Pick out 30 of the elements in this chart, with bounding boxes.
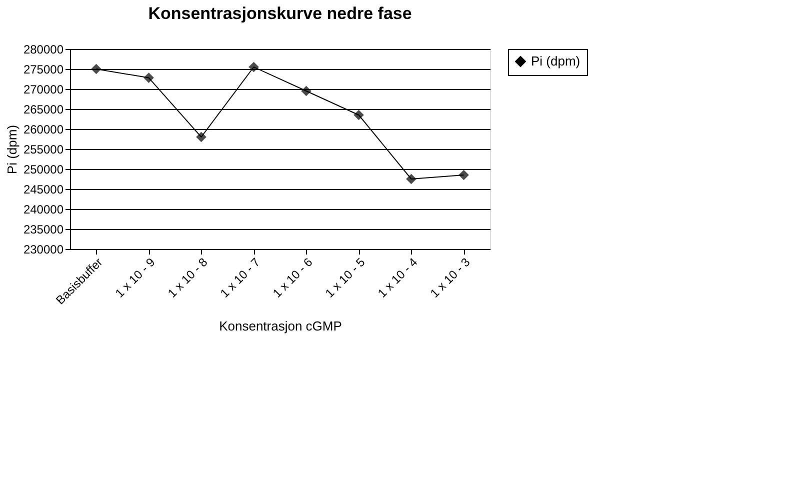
y-tick-label: 280000 [23,42,64,56]
y-tick-label: 230000 [23,242,64,256]
point [91,64,102,74]
y-tick-label: 235000 [23,222,64,236]
point [196,132,206,142]
chart-title: Konsentrasjonskurve nedre fase [148,4,412,23]
x-tick-label: 1 x 10 - 9 [112,254,158,300]
y-tick-label: 265000 [23,102,64,116]
y-tick-label: 270000 [23,82,64,96]
point [406,174,416,184]
y-tick-label: 245000 [23,182,64,196]
y-tick-label: 250000 [23,162,64,176]
x-tick-label: 1 x 10 - 6 [270,254,316,300]
point [144,72,154,83]
point [458,170,469,180]
x-tick-label: 1 x 10 - 7 [217,254,263,300]
point [248,62,259,72]
y-tick-label: 275000 [23,62,64,76]
point [354,110,364,120]
x-tick-label: 1 x 10 - 8 [164,254,210,300]
y-axis-title: Pi (dpm) [4,124,20,174]
x-tick-label: 1 x 10 - 4 [374,254,420,300]
x-tick-label: 1 x 10 - 5 [322,254,368,300]
legend-label: Pi (dpm) [531,54,580,68]
y-tick-label: 260000 [23,122,64,136]
y-tick-label: 255000 [23,142,64,156]
y-tick-label: 240000 [23,202,64,216]
point [301,86,312,96]
x-tick-label: 1 x 10 - 3 [427,254,473,300]
x-axis-title: Konsentrasjon cGMP [219,318,342,334]
